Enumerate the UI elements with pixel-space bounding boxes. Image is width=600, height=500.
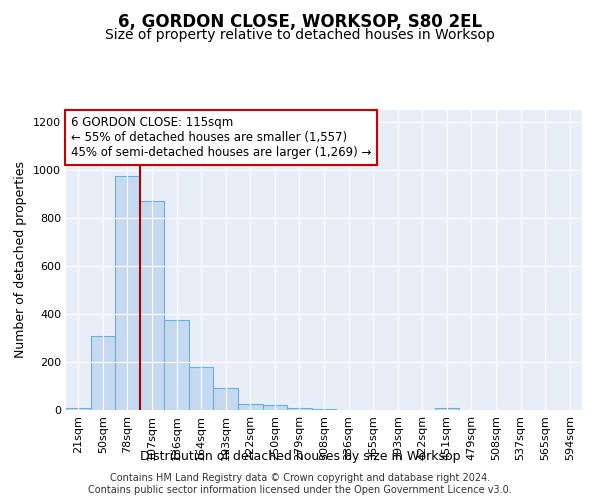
Bar: [238, 404, 263, 410]
Bar: [434, 408, 459, 410]
Bar: [214, 388, 238, 410]
Bar: [312, 409, 336, 410]
Bar: [164, 320, 189, 410]
Text: Size of property relative to detached houses in Worksop: Size of property relative to detached ho…: [105, 28, 495, 42]
Text: 6, GORDON CLOSE, WORKSOP, S80 2EL: 6, GORDON CLOSE, WORKSOP, S80 2EL: [118, 12, 482, 30]
Bar: [140, 201, 164, 410]
Text: Distribution of detached houses by size in Worksop: Distribution of detached houses by size …: [140, 450, 460, 463]
Bar: [66, 408, 91, 410]
Bar: [91, 336, 115, 410]
Y-axis label: Number of detached properties: Number of detached properties: [14, 162, 28, 358]
Bar: [263, 405, 287, 410]
Text: 6 GORDON CLOSE: 115sqm
← 55% of detached houses are smaller (1,557)
45% of semi-: 6 GORDON CLOSE: 115sqm ← 55% of detached…: [71, 116, 371, 159]
Bar: [287, 408, 312, 410]
Text: Contains HM Land Registry data © Crown copyright and database right 2024.
Contai: Contains HM Land Registry data © Crown c…: [88, 474, 512, 495]
Bar: [189, 367, 214, 410]
Bar: [115, 176, 140, 410]
